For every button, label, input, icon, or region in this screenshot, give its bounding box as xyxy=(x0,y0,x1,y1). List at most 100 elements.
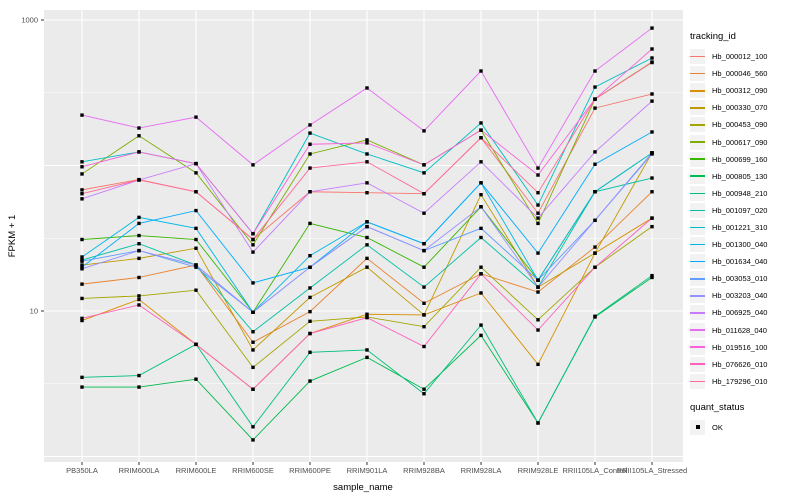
data-point xyxy=(194,115,198,119)
legend-item-Hb_000948_210: Hb_000948_210 xyxy=(690,185,800,202)
x-tick-label: RRIM600SE xyxy=(232,466,274,475)
data-point xyxy=(593,162,597,166)
data-point xyxy=(365,138,369,142)
data-point xyxy=(593,218,597,223)
data-point xyxy=(650,56,654,60)
legend-item-Hb_003203_040: Hb_003203_040 xyxy=(690,287,800,304)
legend-item-Hb_000453_090: Hb_000453_090 xyxy=(690,116,800,133)
legend-key-line-icon xyxy=(690,277,705,280)
data-point xyxy=(80,160,84,164)
legend-item-label: Hb_006925_040 xyxy=(712,308,768,318)
data-point xyxy=(80,375,84,380)
legend-key xyxy=(690,254,705,270)
data-point xyxy=(365,243,369,247)
data-point xyxy=(365,191,369,195)
legend-item-Hb_001221_310: Hb_001221_310 xyxy=(690,219,800,236)
legend-key xyxy=(690,49,705,65)
data-point xyxy=(650,273,654,278)
x-tick-label: RRII105LA_Stressed xyxy=(617,466,687,475)
legend-key xyxy=(690,271,705,287)
data-point xyxy=(422,242,426,246)
data-point xyxy=(365,312,369,316)
data-point xyxy=(194,208,198,213)
data-point xyxy=(593,245,597,249)
y-axis-title: FPKM + 1 xyxy=(7,215,18,258)
data-point xyxy=(479,226,483,231)
data-point xyxy=(137,126,141,130)
legend-key xyxy=(690,151,705,167)
data-point xyxy=(308,286,312,290)
legend-key-line-icon xyxy=(690,346,705,348)
legend-key xyxy=(690,322,705,338)
legend-item-Hb_001300_040: Hb_001300_040 xyxy=(690,236,800,253)
data-point xyxy=(650,92,654,96)
x-tick-label: PB350LA xyxy=(66,466,98,475)
legend-item-Hb_000312_090: Hb_000312_090 xyxy=(690,82,800,99)
legend-key-line-icon xyxy=(690,226,705,229)
data-point xyxy=(251,438,255,442)
data-point xyxy=(80,267,84,271)
legend-key-line-icon xyxy=(690,329,705,331)
data-point xyxy=(422,192,426,196)
data-point xyxy=(479,128,483,132)
legend-item-label: Hb_011628_040 xyxy=(712,325,767,335)
data-point xyxy=(251,281,255,285)
legend-item-label: Hb_000805_130 xyxy=(712,171,768,181)
legend-item-Hb_076626_010: Hb_076626_010 xyxy=(690,356,800,373)
legend-key xyxy=(690,83,705,99)
data-point xyxy=(80,165,84,169)
legend-item-Hb_006925_040: Hb_006925_040 xyxy=(690,304,800,321)
data-point xyxy=(650,47,654,51)
data-point xyxy=(593,85,597,89)
x-tick-label: RRII105LA_Control xyxy=(562,466,627,475)
data-point xyxy=(479,69,483,73)
data-point xyxy=(194,246,198,250)
data-point xyxy=(80,188,84,192)
data-point xyxy=(251,425,255,429)
legend-item-label: Hb_000330_070 xyxy=(712,103,768,113)
data-point xyxy=(422,313,426,317)
data-point xyxy=(194,226,198,231)
legend-item-label: Hb_019516_100 xyxy=(712,342,768,352)
x-tick-label: RRIM928BA xyxy=(403,466,445,475)
data-point xyxy=(422,301,426,305)
data-point xyxy=(308,350,312,355)
legend-item-label: Hb_001634_040 xyxy=(712,257,768,267)
data-point xyxy=(137,233,141,238)
legend-item-label: Hb_003203_040 xyxy=(712,291,768,301)
x-tick-label: RRIM901LA xyxy=(347,466,388,475)
legend-key-line-icon xyxy=(690,243,705,246)
data-point xyxy=(536,191,540,195)
data-point xyxy=(650,152,654,156)
data-point xyxy=(422,392,426,396)
data-point xyxy=(422,387,426,391)
data-point xyxy=(365,315,369,320)
data-point xyxy=(479,333,483,338)
data-point xyxy=(137,134,141,138)
data-point xyxy=(251,237,255,242)
data-point xyxy=(80,172,84,176)
data-point xyxy=(479,235,483,240)
legend-key xyxy=(690,305,705,321)
data-point xyxy=(650,224,654,229)
y-tick-label: 1000 xyxy=(21,16,38,25)
x-tick-label: RRIM600LE xyxy=(176,466,217,475)
data-point xyxy=(80,318,84,323)
legend-key xyxy=(690,66,705,82)
data-point xyxy=(650,190,654,194)
legend-key xyxy=(690,185,705,201)
legend-item-label: Hb_000617_090 xyxy=(712,137,768,147)
data-point xyxy=(536,216,540,220)
data-point xyxy=(479,121,483,125)
data-point xyxy=(479,205,483,209)
legend-key xyxy=(690,168,705,184)
legend-key xyxy=(690,219,705,235)
legend-key xyxy=(690,202,705,218)
data-point xyxy=(308,221,312,226)
data-point xyxy=(137,178,141,182)
data-point xyxy=(536,173,540,177)
data-point xyxy=(650,176,654,180)
data-point xyxy=(479,272,483,276)
data-point xyxy=(593,69,597,73)
